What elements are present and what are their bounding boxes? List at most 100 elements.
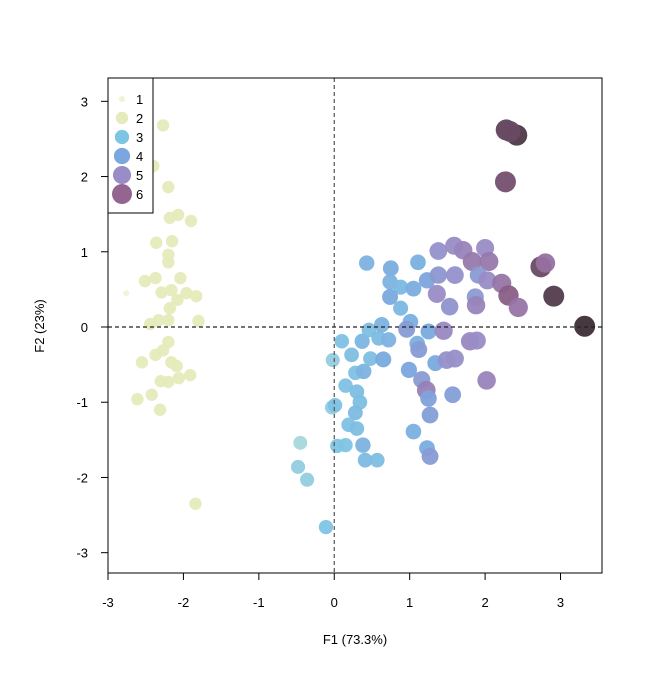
data-point bbox=[162, 375, 175, 389]
data-point bbox=[123, 290, 130, 297]
legend-marker bbox=[115, 111, 129, 125]
data-point bbox=[477, 371, 496, 390]
data-point bbox=[149, 271, 162, 285]
data-point bbox=[318, 519, 334, 535]
data-point bbox=[184, 214, 198, 228]
x-axis: -3 -2 -1 0 1 2 3 bbox=[102, 572, 564, 610]
x-tick-label: 1 bbox=[406, 595, 413, 610]
data-point bbox=[325, 353, 340, 368]
data-point bbox=[420, 323, 437, 340]
y-tick-label: 0 bbox=[81, 320, 88, 335]
y-axis-label: F2 (23%) bbox=[32, 299, 47, 352]
data-point bbox=[347, 405, 363, 421]
legend-marker bbox=[114, 129, 130, 145]
data-point bbox=[398, 320, 416, 338]
data-point bbox=[184, 368, 197, 382]
data-point bbox=[327, 397, 343, 413]
data-point bbox=[155, 286, 168, 299]
data-point bbox=[543, 285, 565, 307]
data-point bbox=[410, 341, 428, 359]
x-tick-label: -3 bbox=[102, 595, 114, 610]
legend-label: 1 bbox=[136, 92, 143, 107]
data-point bbox=[535, 253, 556, 273]
y-tick-label: 3 bbox=[81, 94, 88, 109]
data-point bbox=[163, 211, 177, 225]
legend-label: 4 bbox=[136, 149, 143, 164]
data-point bbox=[393, 279, 409, 295]
data-point bbox=[357, 452, 373, 468]
data-point bbox=[156, 119, 170, 132]
data-point bbox=[393, 300, 409, 316]
data-point bbox=[466, 295, 486, 315]
data-point bbox=[355, 363, 372, 380]
y-tick-label: -2 bbox=[76, 470, 88, 485]
data-point bbox=[170, 359, 183, 373]
data-point bbox=[374, 317, 390, 333]
y-axis: -3 -2 -1 0 1 2 3 bbox=[76, 94, 109, 561]
data-point bbox=[400, 361, 418, 378]
data-point bbox=[135, 356, 149, 369]
data-point bbox=[145, 388, 158, 401]
data-point bbox=[427, 284, 446, 303]
data-point bbox=[445, 349, 464, 368]
data-point bbox=[171, 293, 184, 307]
x-tick-label: 3 bbox=[557, 595, 564, 610]
data-point bbox=[405, 423, 422, 440]
data-point bbox=[434, 321, 453, 340]
data-point bbox=[192, 314, 205, 328]
data-point bbox=[138, 274, 152, 288]
data-point bbox=[478, 271, 497, 290]
data-point bbox=[165, 283, 178, 297]
data-point bbox=[375, 351, 392, 368]
y-tick-label: 2 bbox=[81, 170, 88, 185]
data-point bbox=[380, 332, 397, 348]
data-point bbox=[405, 280, 422, 297]
legend: 1 2 3 4 5 6 bbox=[107, 77, 154, 214]
data-point bbox=[446, 266, 464, 284]
data-point bbox=[508, 297, 528, 318]
data-point bbox=[369, 452, 385, 468]
data-point bbox=[499, 120, 521, 142]
points-layer bbox=[123, 119, 596, 535]
data-point bbox=[344, 347, 359, 363]
data-point bbox=[410, 254, 426, 271]
data-point bbox=[363, 351, 378, 366]
x-tick-label: 2 bbox=[481, 595, 488, 610]
data-point bbox=[444, 386, 462, 404]
data-point bbox=[462, 252, 482, 272]
x-tick-label: 0 bbox=[331, 595, 338, 610]
data-point bbox=[150, 236, 163, 249]
data-point bbox=[338, 437, 353, 453]
data-point bbox=[165, 235, 179, 248]
data-point bbox=[131, 393, 144, 406]
data-point bbox=[349, 421, 365, 436]
data-point bbox=[420, 390, 437, 407]
data-point bbox=[153, 403, 167, 416]
data-point bbox=[467, 331, 486, 350]
y-tick-label: -1 bbox=[76, 395, 88, 410]
legend-marker bbox=[119, 96, 125, 102]
data-point bbox=[300, 472, 315, 487]
data-point bbox=[421, 406, 439, 424]
data-point bbox=[144, 317, 157, 331]
data-point bbox=[172, 371, 186, 385]
x-tick-label: -2 bbox=[178, 595, 190, 610]
data-point bbox=[162, 180, 175, 194]
data-point bbox=[293, 435, 308, 450]
data-point bbox=[494, 171, 516, 193]
x-tick-label: -1 bbox=[253, 595, 265, 610]
data-point bbox=[163, 301, 177, 315]
data-point bbox=[382, 260, 399, 277]
data-point bbox=[358, 255, 375, 271]
data-point bbox=[190, 289, 203, 303]
legend-marker bbox=[112, 184, 132, 204]
y-tick-label: 1 bbox=[81, 245, 88, 260]
data-point bbox=[174, 271, 187, 285]
data-point bbox=[355, 437, 371, 453]
data-point bbox=[429, 266, 448, 284]
legend-label: 2 bbox=[136, 111, 143, 126]
data-point bbox=[382, 288, 399, 305]
data-point bbox=[361, 322, 377, 338]
plot-frame bbox=[107, 77, 603, 574]
